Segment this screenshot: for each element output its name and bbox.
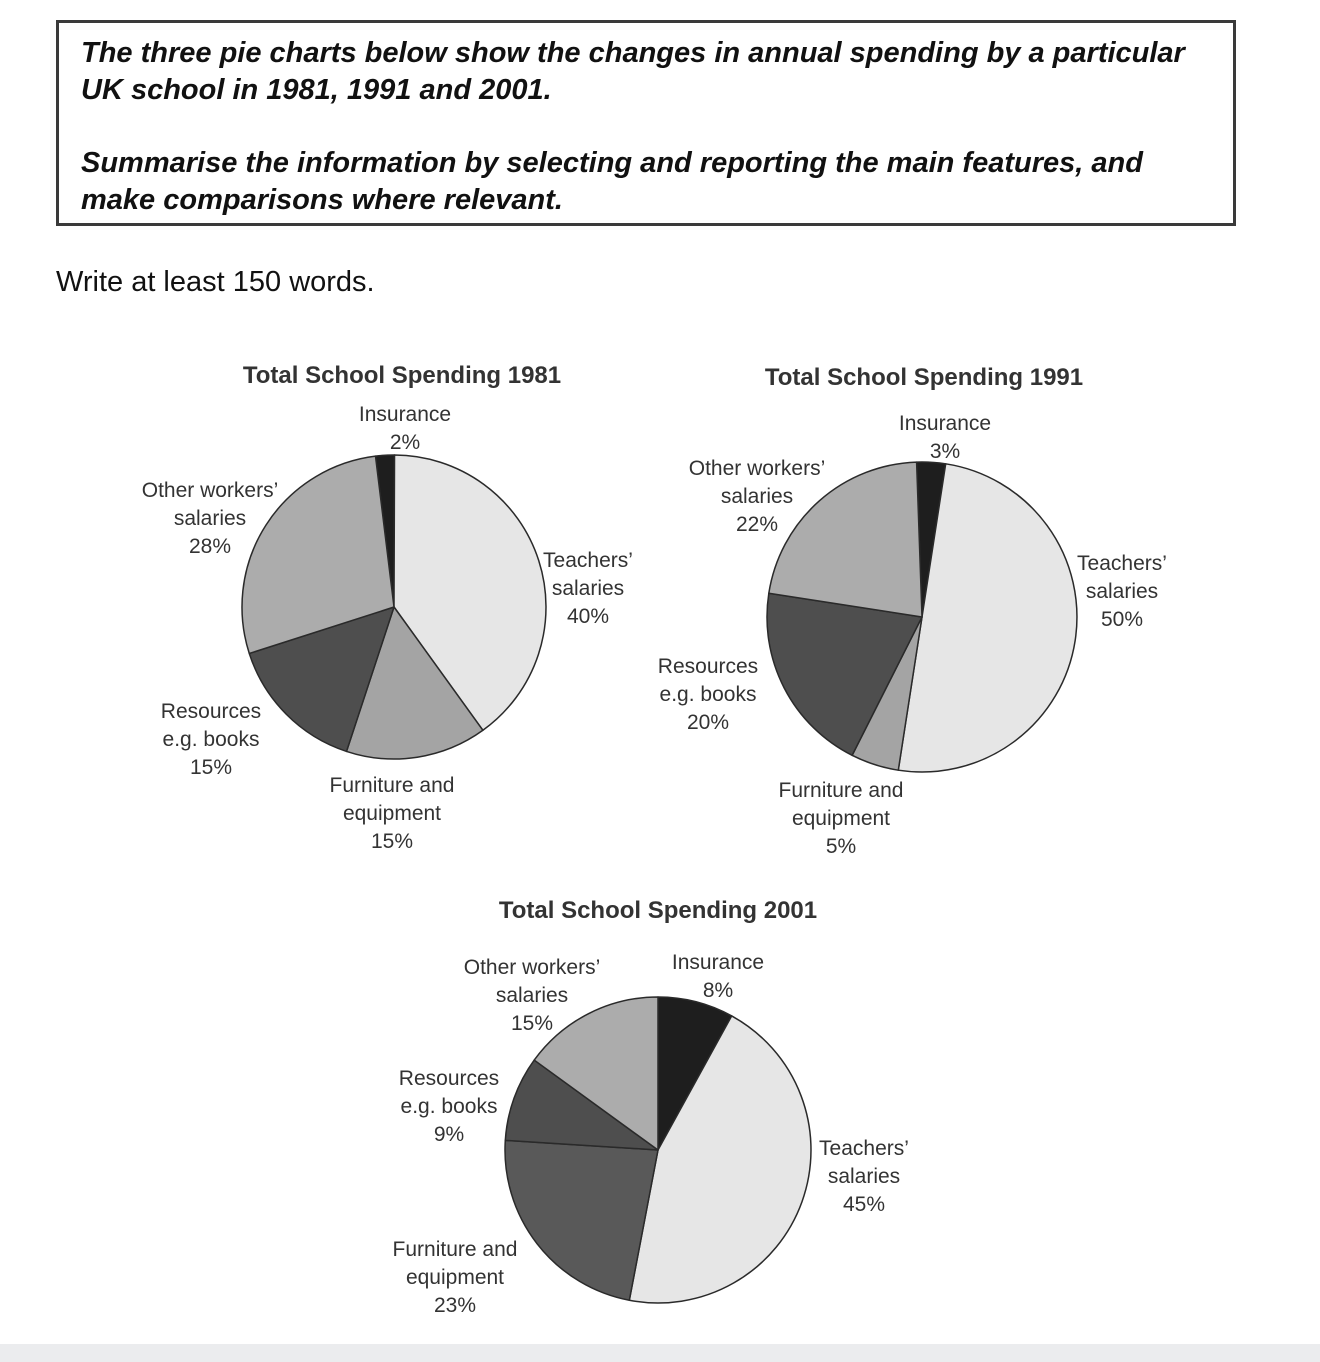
pie-slice — [766, 592, 923, 757]
pie-slice — [504, 1059, 659, 1151]
slice-label: Other workers’ salaries 28% — [142, 479, 279, 558]
slice-label: Insurance 3% — [899, 412, 991, 463]
task-prompt-box: The three pie charts below show the chan… — [56, 20, 1236, 226]
pie-slice — [628, 1015, 812, 1304]
pie-chart-3: Total School Spending 2001 Insurance 8% Tea… — [393, 897, 909, 1317]
pie-slice — [393, 454, 547, 732]
pie-slice — [248, 606, 395, 753]
word-count-instruction: Write at least 150 words. — [56, 266, 375, 298]
slice-label: Other workers’ salaries 22% — [689, 457, 826, 536]
slice-label: Other workers’ salaries 15% — [464, 956, 601, 1035]
slice-label: Teachers’ salaries 50% — [1077, 552, 1167, 631]
slice-label: Insurance 8% — [672, 951, 764, 1002]
chart-title: Total School Spending 1991 — [765, 364, 1083, 391]
chart-title: Total School Spending 2001 — [499, 897, 817, 924]
pie-slice — [241, 455, 395, 655]
task-instruction: Summarise the information by selecting a… — [81, 147, 1143, 216]
pie-chart-1: Total School Spending 1981 Insurance 2% Tea… — [142, 362, 633, 853]
slice-label: Furniture and equipment 15% — [330, 774, 455, 853]
slice-label: Insurance 2% — [359, 403, 451, 454]
chart-title: Total School Spending 1981 — [243, 362, 561, 389]
task-description: The three pie charts below show the chan… — [81, 37, 1185, 106]
slice-label: Furniture and equipment 5% — [779, 779, 904, 858]
pie-slice — [345, 606, 484, 760]
pie-slice — [897, 463, 1078, 773]
pie-slice — [768, 461, 923, 618]
pie-chart-2: Total School Spending 1991 Insurance 3% Tea… — [658, 364, 1167, 858]
slice-label: Resources e.g. books 20% — [658, 655, 758, 734]
slice-label: Teachers’ salaries 40% — [543, 549, 633, 628]
slice-label: Furniture and equipment 23% — [393, 1238, 518, 1317]
slice-label: Resources e.g. books 15% — [161, 700, 261, 779]
footer-bar — [0, 1344, 1320, 1362]
pie-slice — [504, 1139, 659, 1302]
pie-slice — [533, 996, 659, 1151]
slice-label: Resources e.g. books 9% — [399, 1067, 499, 1146]
slice-label: Teachers’ salaries 45% — [819, 1137, 909, 1216]
